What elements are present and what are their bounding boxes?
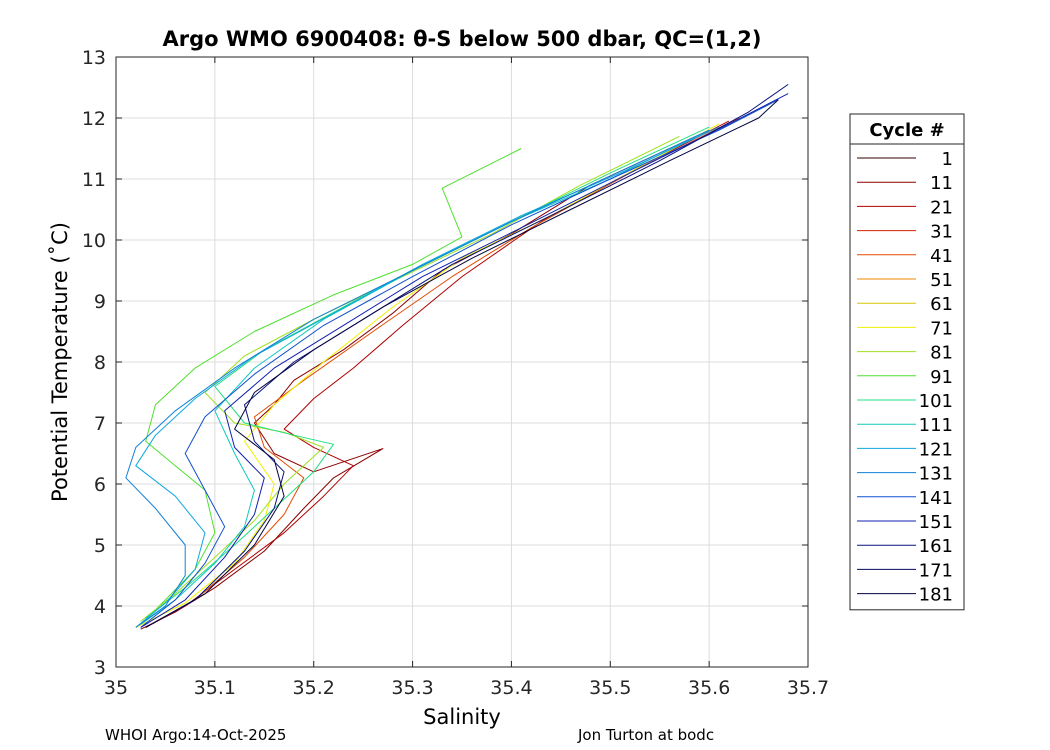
series-line-13 [145, 83, 789, 628]
x-tick-label: 35.7 [787, 677, 829, 699]
axis-ticks: 35 35.1 35.2 35.3 35.4 35.5 35.6 35.7 3 4 5 6 7 8 9 10 1… [82, 47, 829, 699]
series-line-9 [135, 126, 720, 628]
series-line-14 [145, 99, 779, 628]
y-tick-label: 5 [94, 535, 106, 557]
legend-label: 161 [919, 536, 953, 557]
legend: Cycle #111213141516171819110111112113114… [849, 113, 965, 611]
footer-source: WHOI Argo:14-Oct-2025 [105, 726, 287, 744]
series-line-1 [140, 129, 710, 630]
grid [115, 56, 809, 668]
x-tick-label: 35.5 [589, 677, 631, 699]
legend-label: 81 [930, 343, 953, 364]
legend-label: 61 [930, 294, 953, 315]
y-tick-label: 8 [94, 352, 106, 374]
x-tick-label: 35 [104, 677, 128, 699]
legend-label: 131 [919, 464, 953, 485]
y-tick-label: 9 [94, 291, 106, 313]
x-tick-label: 35.3 [391, 677, 433, 699]
legend-label: 141 [919, 488, 953, 509]
footer-author: Jon Turton at bodc [578, 726, 715, 744]
legend-label: 171 [919, 560, 953, 581]
x-tick-label: 35.2 [293, 677, 335, 699]
y-tick-label: 4 [94, 596, 106, 618]
y-axis-label: Potential Temperature (˚C) [48, 222, 72, 502]
series-line-11 [140, 99, 779, 628]
series-line-6 [140, 135, 680, 622]
legend-label: 101 [919, 391, 953, 412]
series-line-8 [140, 129, 710, 625]
y-tick-label: 12 [82, 108, 106, 130]
legend-label: 151 [919, 512, 953, 533]
legend-label: 121 [919, 439, 953, 460]
y-tick-label: 10 [82, 230, 106, 252]
legend-label: 31 [930, 222, 953, 243]
y-tick-label: 6 [94, 474, 106, 496]
x-tick-label: 35.4 [490, 677, 532, 699]
series-line-12 [140, 93, 789, 628]
x-tick-label: 35.1 [194, 677, 236, 699]
y-tick-label: 11 [82, 169, 106, 191]
legend-title: Cycle # [869, 120, 944, 141]
x-tick-label: 35.6 [688, 677, 730, 699]
series-line-2 [145, 120, 730, 628]
y-tick-label: 7 [94, 413, 106, 435]
series-line-3 [150, 117, 740, 625]
legend-label: 71 [930, 318, 953, 339]
legend-label: 91 [930, 367, 953, 388]
x-axis-label: Salinity [423, 705, 501, 729]
legend-box [849, 113, 965, 611]
legend-label: 1 [942, 149, 953, 170]
y-tick-label: 13 [82, 47, 106, 69]
legend-label: 111 [919, 415, 953, 436]
legend-label: 181 [919, 585, 953, 606]
series-line-10 [125, 129, 710, 628]
legend-label: 11 [930, 173, 953, 194]
data-series [125, 83, 789, 630]
chart-title: Argo WMO 6900408: θ-S below 500 dbar, QC… [163, 27, 762, 51]
legend-label: 21 [930, 197, 953, 218]
legend-label: 51 [930, 270, 953, 291]
series-line-5 [140, 148, 522, 625]
y-tick-label: 3 [94, 657, 106, 679]
legend-label: 41 [930, 246, 953, 267]
